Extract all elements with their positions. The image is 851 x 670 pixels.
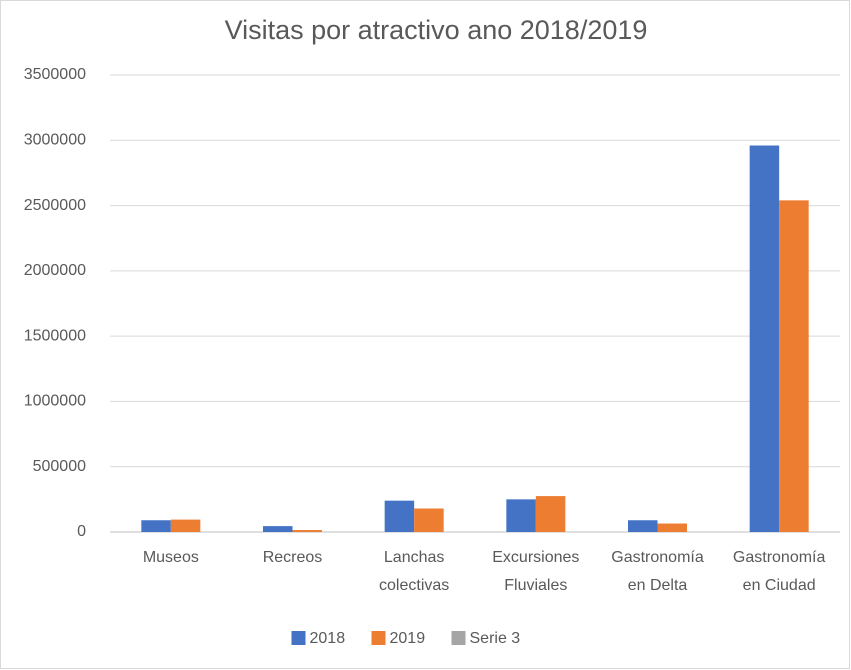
legend-swatch xyxy=(451,631,466,645)
bar xyxy=(506,499,536,532)
x-tick-label: Museos xyxy=(142,549,199,566)
y-tick-label: 1500000 xyxy=(24,327,86,344)
chart-title: Visitas por atractivo ano 2018/2019 xyxy=(225,15,648,45)
bar xyxy=(657,523,687,532)
legend-label: 2019 xyxy=(390,630,426,647)
y-tick-label: 3000000 xyxy=(24,132,86,149)
bar xyxy=(628,520,658,532)
bar xyxy=(170,519,201,532)
bar xyxy=(535,496,566,532)
x-tick-label: Lanchas colectivas xyxy=(379,549,450,594)
y-tick-label: 500000 xyxy=(33,458,86,475)
bar xyxy=(414,508,444,532)
bar xyxy=(292,530,322,532)
x-tick-label: Gastronomía en Ciudad xyxy=(732,549,826,594)
bar xyxy=(263,526,293,532)
x-tick-label: Recreos xyxy=(262,549,323,566)
legend-swatch xyxy=(371,631,386,645)
bar xyxy=(749,145,780,532)
legend-label: Serie 3 xyxy=(470,630,521,647)
y-tick-label: 3500000 xyxy=(24,66,86,83)
legend-swatch xyxy=(291,631,306,645)
x-tick-label: Excursiones Fluviales xyxy=(492,549,580,594)
y-tick-label: 2500000 xyxy=(24,197,86,214)
bar xyxy=(779,200,809,532)
bar xyxy=(384,500,415,532)
y-tick-label: 2000000 xyxy=(24,262,86,279)
bar xyxy=(141,520,171,532)
x-tick-label: Gastronomía en Delta xyxy=(611,549,704,594)
y-tick-label: 1000000 xyxy=(24,393,86,410)
legend-label: 2018 xyxy=(310,630,346,647)
y-tick-label: 0 xyxy=(77,523,86,540)
